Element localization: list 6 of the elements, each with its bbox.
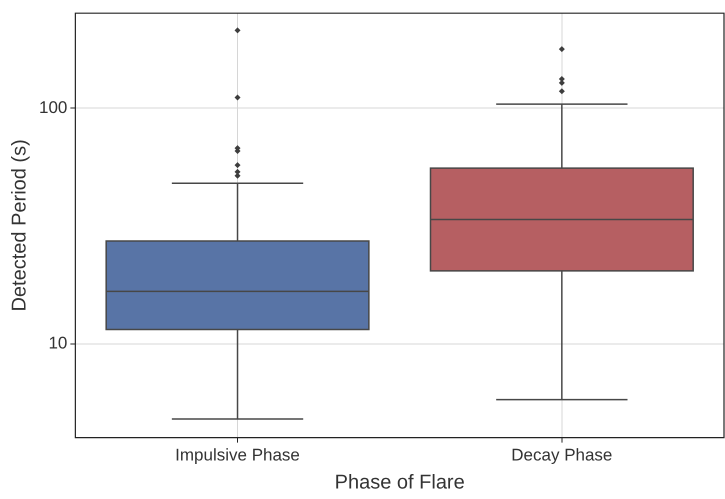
y-axis-title: Detected Period (s) — [8, 139, 31, 312]
y-tick-label: 10 — [48, 334, 68, 353]
x-tick-label: Decay Phase — [511, 445, 612, 464]
x-axis-title: Phase of Flare — [334, 472, 465, 494]
x-tick-label: Impulsive Phase — [175, 445, 300, 464]
y-tick-label: 100 — [38, 98, 68, 117]
